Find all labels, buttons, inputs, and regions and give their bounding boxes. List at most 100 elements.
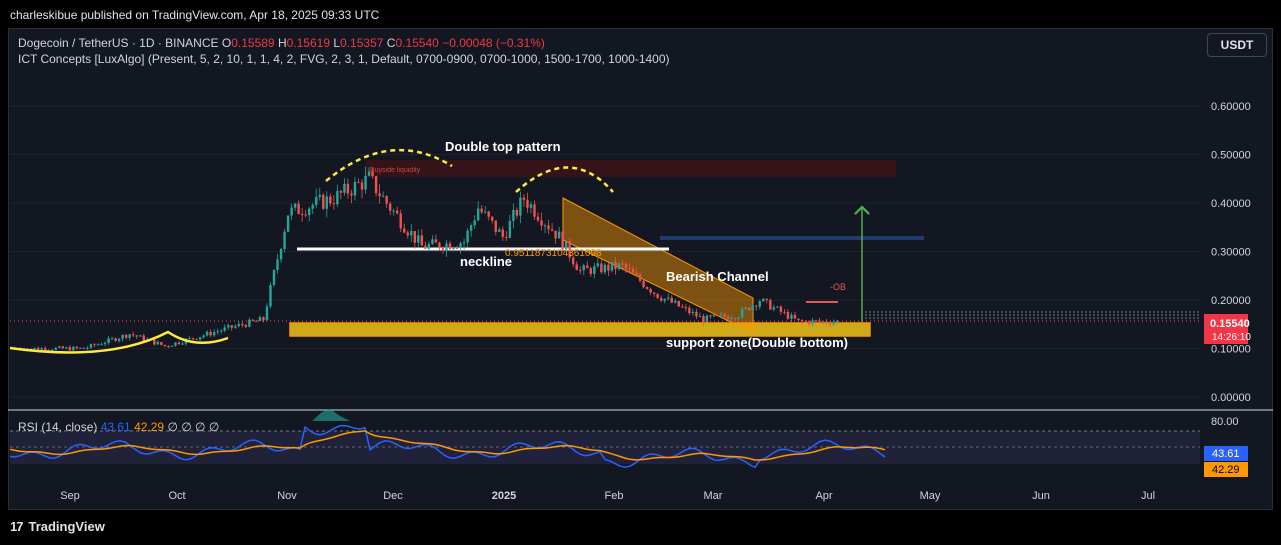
candle-body (272, 270, 276, 285)
candle-body (498, 229, 501, 232)
open-value: 0.15589 (231, 36, 275, 50)
candle-body (452, 247, 455, 250)
candle-body (234, 326, 237, 328)
candle-body (311, 205, 314, 209)
candle-body (684, 307, 688, 309)
candle-body (93, 344, 96, 346)
x-tick-label: Dec (383, 490, 403, 502)
candle-body (649, 288, 652, 293)
candle-body (455, 247, 459, 249)
candle-body (698, 316, 702, 318)
candle-body (86, 347, 89, 349)
candle-body (336, 190, 339, 205)
candle-body (660, 298, 663, 301)
candle-body (216, 331, 219, 333)
candle-body (329, 196, 332, 204)
candle-body (589, 268, 592, 274)
candlestick-series (19, 166, 839, 353)
rsi-overbought-fill (312, 409, 350, 421)
candle-body (702, 316, 705, 323)
symbol-legend[interactable]: Dogecoin / TetherUS · 1D · BINANCE O0.15… (18, 36, 545, 50)
candle-body (265, 306, 269, 321)
candle-body (413, 231, 416, 243)
candle-body (117, 338, 121, 341)
candle-body (332, 203, 336, 205)
candle-body (293, 203, 297, 208)
candle-body (793, 314, 797, 319)
candle-body (364, 175, 367, 190)
rsi-legend[interactable]: RSI (14, close) 43.61 42.29 ∅ ∅ ∅ ∅ (18, 420, 219, 434)
candle-body (75, 346, 79, 349)
candle-body (755, 305, 758, 307)
neckline-label: neckline (460, 254, 512, 269)
candle-body (156, 342, 160, 345)
x-tick-label: Apr (815, 490, 832, 502)
candle-body (762, 298, 765, 302)
candle-body (512, 210, 515, 221)
x-tick-label: Oct (168, 490, 185, 502)
candle-body (540, 220, 543, 226)
candle-body (459, 243, 462, 248)
candle-body (205, 331, 209, 336)
candle-body (748, 307, 751, 311)
candle-body (642, 280, 645, 288)
high-label: H (277, 36, 287, 50)
candle-body (744, 307, 747, 310)
candle-body (220, 330, 223, 332)
candle-body (515, 210, 519, 216)
candle-body (621, 263, 624, 265)
candle-body (554, 230, 557, 239)
candle-body (82, 347, 86, 349)
candle-body (828, 323, 832, 325)
rsi-ma-label: 42.29 (1212, 464, 1240, 476)
x-tick-label: Nov (277, 490, 297, 502)
candle-body (308, 208, 311, 216)
chart-area[interactable] (8, 28, 1273, 510)
indicator-legend[interactable]: ICT Concepts [LuxAlgo] (Present, 5, 2, 1… (18, 52, 670, 66)
bearish-channel-label: Bearish Channel (666, 269, 769, 284)
high-value: 0.15619 (286, 36, 331, 50)
candle-body (737, 317, 740, 319)
tradingview-logo-icon: 17 (10, 519, 24, 534)
tradingview-logo[interactable]: 17 TradingView (10, 519, 105, 534)
candle-body (237, 323, 240, 327)
candle-body (110, 338, 114, 340)
candle-body (198, 337, 202, 340)
candle-body (814, 320, 818, 322)
candle-body (469, 225, 473, 231)
candle-body (399, 213, 402, 229)
candle-body (462, 242, 466, 244)
candle-body (709, 315, 712, 317)
last-price-label: 0.15540 (1210, 318, 1250, 330)
candle-body (491, 216, 494, 221)
candle-body (135, 335, 138, 337)
candle-body (526, 199, 529, 208)
candle-body (519, 197, 522, 216)
low-value: 0.15357 (340, 36, 384, 50)
candle-body (406, 232, 409, 236)
candle-body (716, 314, 719, 316)
candle-body (533, 204, 536, 217)
candle-body (536, 216, 540, 221)
candle-body (350, 193, 353, 196)
candle-body (494, 220, 497, 232)
candle-body (396, 210, 399, 214)
candle-body (392, 210, 395, 212)
order-block-label: -OB (830, 282, 846, 292)
rsi-ma-line (9, 430, 886, 461)
candle-body (484, 211, 487, 213)
candle-body (202, 335, 205, 338)
candle-body (438, 242, 441, 249)
currency-button[interactable]: USDT (1207, 33, 1267, 57)
candle-body (638, 274, 642, 281)
candle-body (730, 318, 733, 320)
buyside-liquidity-label: Buyside liquidity (370, 167, 421, 174)
candle-body (807, 321, 811, 325)
candle-body (424, 245, 427, 249)
x-tick-label: Jul (1141, 490, 1155, 502)
candle-body (624, 263, 628, 269)
candle-body (72, 346, 75, 351)
candle-body (434, 239, 438, 243)
candle-body (230, 325, 233, 328)
